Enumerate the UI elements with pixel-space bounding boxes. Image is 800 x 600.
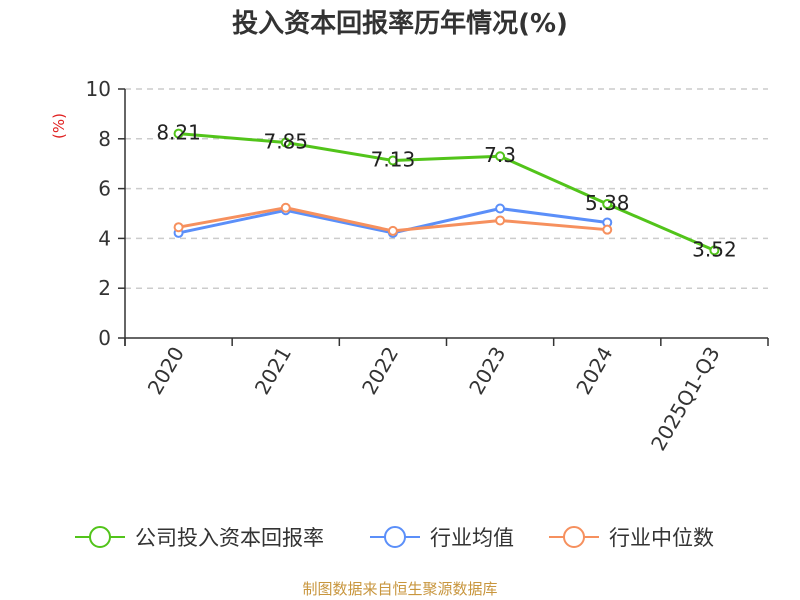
data-labels: 8.21 7.85 7.13 7.3 5.38 3.52 <box>156 121 736 262</box>
data-label: 7.3 <box>484 143 516 167</box>
legend-label: 行业均值 <box>430 526 514 550</box>
data-point <box>387 155 398 166</box>
legend-label: 公司投入资本回报率 <box>135 526 324 550</box>
y-axis-unit: (%) <box>50 113 68 139</box>
data-point <box>709 245 720 256</box>
grid-lines <box>125 88 768 289</box>
legend-item[interactable]: 行业均值 <box>370 526 514 550</box>
data-point <box>387 225 398 236</box>
legend-marker <box>563 526 585 548</box>
y-tick-label: 6 <box>98 177 111 201</box>
x-tick-label: 2023 <box>464 343 510 399</box>
series-2 <box>173 202 613 236</box>
data-point <box>173 222 184 233</box>
source-note: 制图数据来自恒生聚源数据库 <box>302 580 497 598</box>
legend-marker <box>89 526 111 548</box>
chart-title: 投入资本回报率历年情况(%) <box>232 8 568 39</box>
series <box>173 128 720 256</box>
legend-item[interactable]: 公司投入资本回报率 <box>75 526 324 550</box>
data-point <box>280 137 291 148</box>
data-point <box>495 203 506 214</box>
x-tick-label: 2025Q1-Q3 <box>646 343 725 455</box>
y-tick-label: 2 <box>98 276 111 300</box>
series-line <box>178 132 716 252</box>
x-tick-label: 2021 <box>250 343 296 399</box>
y-tick-label: 10 <box>86 77 111 101</box>
x-tick-label: 2022 <box>357 343 403 399</box>
y-tick-label: 4 <box>98 226 111 250</box>
data-label: 3.52 <box>692 237 737 261</box>
y-tick-label: 8 <box>98 127 111 151</box>
legend-label: 行业中位数 <box>609 526 714 550</box>
data-point <box>280 202 291 213</box>
legend-marker <box>384 526 406 548</box>
data-label: 7.85 <box>263 130 308 154</box>
data-label: 5.38 <box>585 191 630 215</box>
data-label: 8.21 <box>156 121 201 145</box>
axes <box>118 88 769 346</box>
x-tick-labels: 2020 2021 2022 2023 2024 2025Q1-Q3 <box>143 343 725 455</box>
data-point <box>602 224 613 235</box>
data-point <box>495 151 506 162</box>
y-tick-label: 0 <box>98 326 111 350</box>
legend-item[interactable]: 行业中位数 <box>549 526 714 550</box>
data-label: 7.13 <box>371 147 416 171</box>
data-point <box>173 128 184 139</box>
data-point <box>495 215 506 226</box>
x-tick-label: 2020 <box>143 343 189 399</box>
data-point <box>602 199 613 210</box>
series-0 <box>173 128 720 256</box>
legend: 公司投入资本回报率 行业均值 行业中位数 <box>75 526 714 550</box>
y-tick-labels: 0 2 4 6 8 10 <box>86 77 111 350</box>
x-tick-label: 2024 <box>571 343 617 399</box>
